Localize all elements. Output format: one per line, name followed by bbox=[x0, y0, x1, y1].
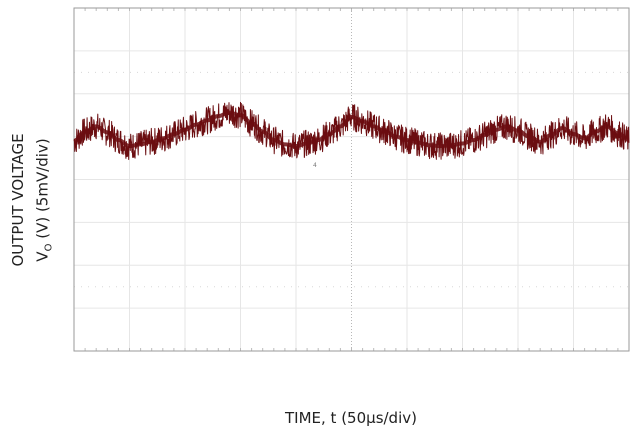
plot-frame bbox=[73, 7, 630, 352]
ground-marker: 4 bbox=[313, 162, 317, 169]
x-axis-label: TIME, t (50µs/div) bbox=[285, 409, 417, 427]
y-axis-label-units: (V) (5mV/div) bbox=[33, 138, 52, 244]
trace-line bbox=[72, 110, 631, 149]
y-axis-label-subscript: O bbox=[43, 243, 55, 252]
y-axis-label-line1: OUTPUT VOLTAGE bbox=[9, 133, 27, 267]
trace-group bbox=[72, 101, 631, 160]
y-axis-label-symbol: V bbox=[33, 251, 52, 262]
y-axis-label-line2: VO (V) (5mV/div) bbox=[34, 138, 55, 261]
grid bbox=[73, 8, 630, 351]
